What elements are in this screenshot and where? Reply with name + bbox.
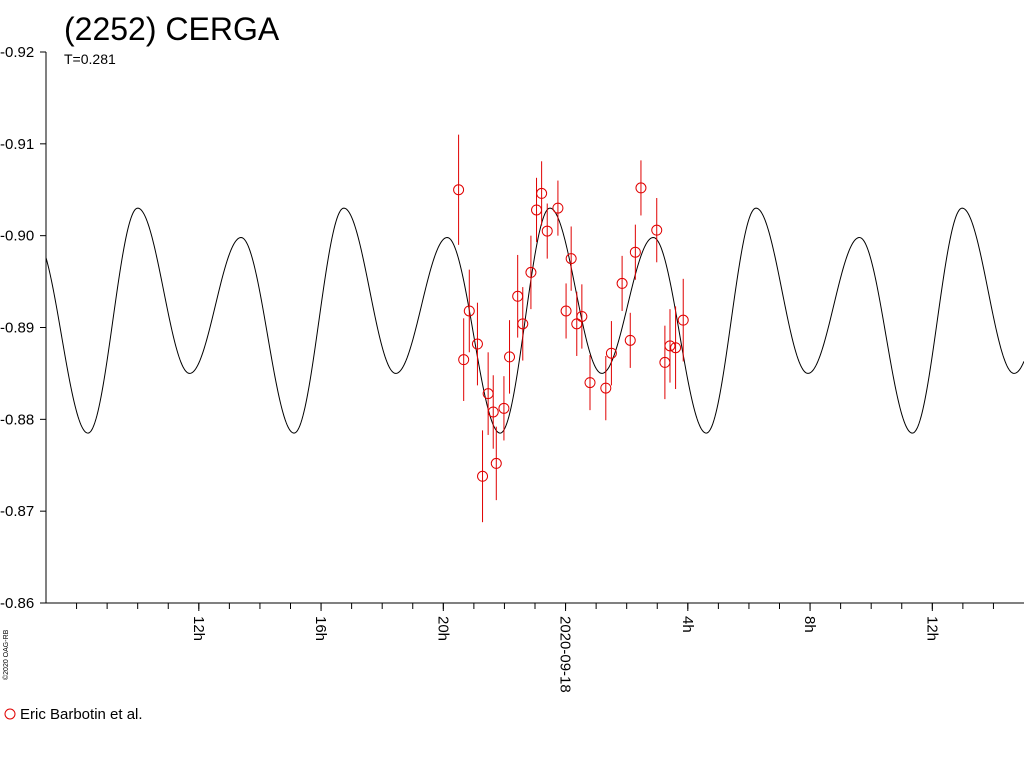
data-point: [584, 377, 596, 389]
data-point: [616, 277, 628, 289]
y-tick-label: -0.87: [0, 503, 34, 520]
data-point: [490, 457, 502, 469]
x-tick-label: 4h: [679, 616, 696, 633]
credit-text: ©2020 OAG-RB: [2, 629, 10, 680]
x-tick-label: 12h: [190, 616, 207, 641]
data-point: [651, 224, 663, 236]
data-point: [498, 402, 510, 414]
y-tick-label: -0.86: [0, 595, 34, 612]
data-point: [463, 305, 475, 317]
data-point: [504, 351, 516, 363]
data-point: [624, 334, 636, 346]
legend-label: Eric Barbotin et al.: [20, 706, 143, 723]
data-point: [487, 406, 499, 418]
data-point: [670, 342, 682, 354]
data-point: [605, 347, 617, 359]
data-point: [552, 202, 564, 214]
x-tick-label: 20h: [434, 616, 451, 641]
x-tick-label: 8h: [801, 616, 818, 633]
data-point: [525, 266, 537, 278]
x-tick-label: 16h: [312, 616, 329, 641]
model-curve-group: [45, 207, 1024, 434]
x-axis-ticks: 12h 16h 20h 2020-09-18 4h 8h 12h: [76, 603, 994, 693]
data-point: [477, 470, 489, 482]
chart-subtitle: T=0.281: [64, 51, 116, 67]
y-axis-ticks: -0.92 -0.91 -0.90 -0.89 -0.88 -0.87 -0.86: [0, 44, 46, 612]
x-tick-label: 12h: [923, 616, 940, 641]
y-tick-label: -0.91: [0, 136, 34, 153]
data-point: [664, 340, 676, 352]
data-point: [541, 225, 553, 237]
data-point: [629, 246, 641, 258]
data-point: [576, 310, 588, 322]
y-tick-label: -0.90: [0, 228, 34, 245]
data-point: [536, 187, 548, 199]
data-point: [453, 184, 465, 196]
chart-title: (2252) CERGA: [64, 11, 280, 47]
legend: Eric Barbotin et al.: [4, 706, 143, 723]
data-point: [517, 318, 529, 330]
x-tick-label: 2020-09-18: [557, 616, 574, 693]
data-point: [565, 253, 577, 265]
plot-frame: [45, 52, 1024, 604]
data-point: [471, 338, 483, 350]
y-tick-label: -0.88: [0, 411, 34, 428]
data-point: [458, 354, 470, 366]
y-tick-label: -0.89: [0, 320, 34, 337]
data-point: [635, 182, 647, 194]
data-point: [677, 314, 689, 326]
y-tick-label: -0.92: [0, 44, 34, 61]
data-points-group: [453, 134, 689, 523]
data-point: [560, 305, 572, 317]
data-point: [600, 382, 612, 394]
legend-marker: [4, 708, 16, 720]
model-curve: [45, 207, 1024, 434]
